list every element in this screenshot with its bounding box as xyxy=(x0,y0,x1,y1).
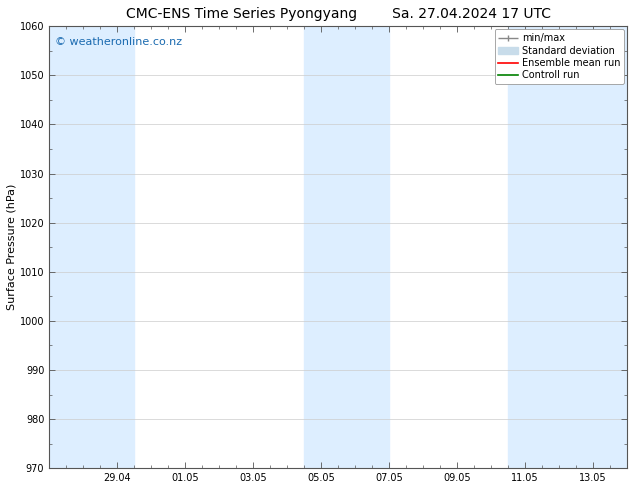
Y-axis label: Surface Pressure (hPa): Surface Pressure (hPa) xyxy=(7,184,17,311)
Legend: min/max, Standard deviation, Ensemble mean run, Controll run: min/max, Standard deviation, Ensemble me… xyxy=(495,29,624,84)
Text: © weatheronline.co.nz: © weatheronline.co.nz xyxy=(55,37,182,48)
Bar xyxy=(304,26,389,468)
Bar xyxy=(49,26,134,468)
Bar xyxy=(508,26,627,468)
Title: CMC-ENS Time Series Pyongyang        Sa. 27.04.2024 17 UTC: CMC-ENS Time Series Pyongyang Sa. 27.04.… xyxy=(126,7,551,21)
